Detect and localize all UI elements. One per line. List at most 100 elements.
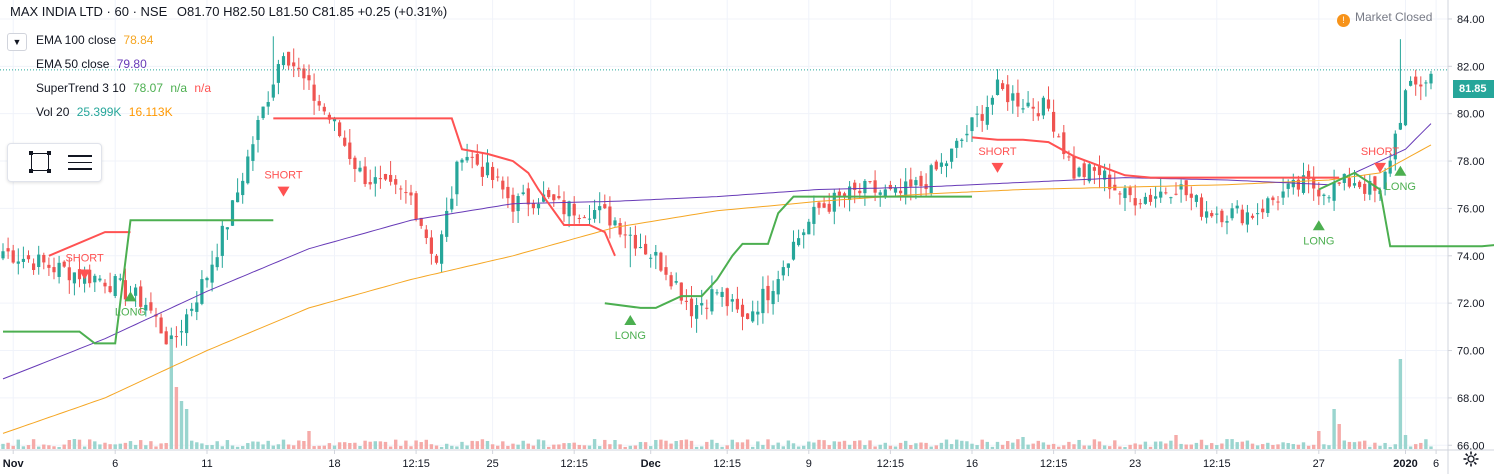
candle-body: [995, 79, 1000, 96]
volume-bar: [684, 439, 689, 449]
candle-body: [485, 162, 490, 176]
volume-bar: [720, 446, 724, 449]
volume-bar: [128, 441, 133, 449]
lines-settings-icon[interactable]: [68, 155, 92, 170]
volume-bar: [302, 440, 306, 449]
candle-body: [256, 120, 260, 140]
candle-body: [144, 304, 148, 311]
supertrend-line-up: [604, 195, 972, 309]
candle-body: [965, 133, 969, 136]
volume-bar: [939, 442, 944, 449]
rectangle-tool-icon[interactable]: [29, 151, 51, 173]
volume-bar: [317, 445, 321, 449]
volume-bar: [118, 443, 122, 449]
volume-bar: [353, 442, 357, 449]
volume-bar: [1097, 441, 1102, 449]
candle-body: [501, 180, 505, 190]
candle-body: [67, 267, 71, 281]
volume-bar: [1250, 443, 1255, 449]
volume-bar: [1255, 445, 1260, 449]
volume-bar: [98, 444, 102, 449]
volume-bar: [103, 442, 107, 449]
chevron-down-icon[interactable]: ▼: [7, 33, 27, 51]
indicator-ema100[interactable]: EMA 100 close 78.84: [36, 33, 153, 47]
supertrend-na2: n/a: [194, 81, 212, 95]
volume-bar: [1342, 440, 1346, 449]
volume-bar: [1153, 441, 1158, 449]
volume-bar: [52, 446, 56, 449]
indicator-supertrend[interactable]: SuperTrend 3 10 78.07 n/a n/a: [36, 81, 211, 95]
candle-body: [1031, 106, 1035, 109]
candle-body: [440, 234, 444, 264]
volume-bar: [154, 446, 158, 449]
signal-label-long: LONG: [1303, 235, 1334, 247]
y-tick-label: 84.00: [1457, 14, 1485, 26]
volume-bar: [1332, 409, 1336, 449]
volume-bar: [42, 444, 46, 449]
supertrend-line-down: [48, 231, 131, 257]
volume-bar: [526, 443, 530, 449]
volume-bar: [1276, 444, 1280, 449]
candle-body: [1184, 180, 1188, 196]
volume-bar: [434, 445, 439, 449]
volume-bar: [674, 440, 678, 449]
candle-body: [1261, 208, 1265, 213]
volume-bar: [511, 443, 515, 449]
volume-bar: [766, 439, 770, 449]
candle-body: [1067, 156, 1071, 158]
ema50-label: EMA 50 close: [36, 57, 110, 71]
candle-body: [761, 288, 765, 314]
supertrend-value: 78.07: [132, 81, 163, 95]
short-arrow-icon: [78, 269, 91, 280]
x-tick-label: 12:15: [877, 458, 905, 470]
x-tick-label: 12:15: [1203, 458, 1231, 470]
candle-body: [521, 192, 525, 195]
volume-bar: [1133, 443, 1137, 449]
volume-bar: [822, 440, 826, 449]
candle-body: [934, 161, 938, 170]
volume-bar: [174, 387, 179, 449]
volume-bar: [817, 439, 821, 449]
candle-body: [317, 101, 321, 106]
candle-body: [297, 67, 301, 70]
candle-body: [909, 179, 913, 187]
volume-bar: [343, 442, 347, 449]
candle-body: [1082, 163, 1086, 178]
volume-bar: [1296, 444, 1301, 449]
candle-body: [552, 194, 556, 201]
candle-body: [848, 186, 852, 201]
candle-body: [103, 282, 107, 287]
candle-body: [1230, 208, 1234, 219]
current-price-badge: 81.85: [1453, 80, 1494, 98]
indicator-volume[interactable]: Vol 20 25.399K 16.113K: [36, 105, 173, 119]
x-tick-label: 6: [1433, 458, 1439, 470]
volume-bar: [1281, 442, 1285, 449]
candle-body: [271, 84, 275, 98]
gear-icon[interactable]: [1463, 451, 1479, 467]
volume-bar: [1148, 446, 1153, 449]
candle-body: [52, 267, 56, 273]
signal-label-short: SHORT: [1361, 146, 1400, 158]
candle-body: [42, 254, 46, 263]
candle-body: [348, 142, 352, 159]
candle-body: [955, 140, 959, 148]
candle-body: [108, 286, 112, 293]
candle-body: [389, 174, 393, 182]
candle-body: [975, 113, 979, 115]
volume-bar: [735, 442, 740, 449]
candle-body: [1046, 99, 1051, 109]
indicator-ema50[interactable]: EMA 50 close 79.80: [36, 57, 147, 71]
volume-bar: [184, 409, 189, 449]
candle-body: [1373, 176, 1377, 191]
volume-bar: [373, 441, 377, 449]
candle-body: [88, 269, 92, 284]
volume-bar: [195, 442, 199, 449]
market-status[interactable]: ! Market Closed: [1337, 10, 1432, 27]
candle-body: [664, 267, 668, 275]
volume-bar: [281, 439, 286, 449]
candle-body: [756, 311, 760, 315]
volume-bar: [378, 441, 383, 449]
volume-bar: [649, 446, 653, 449]
volume-bar: [618, 444, 622, 449]
